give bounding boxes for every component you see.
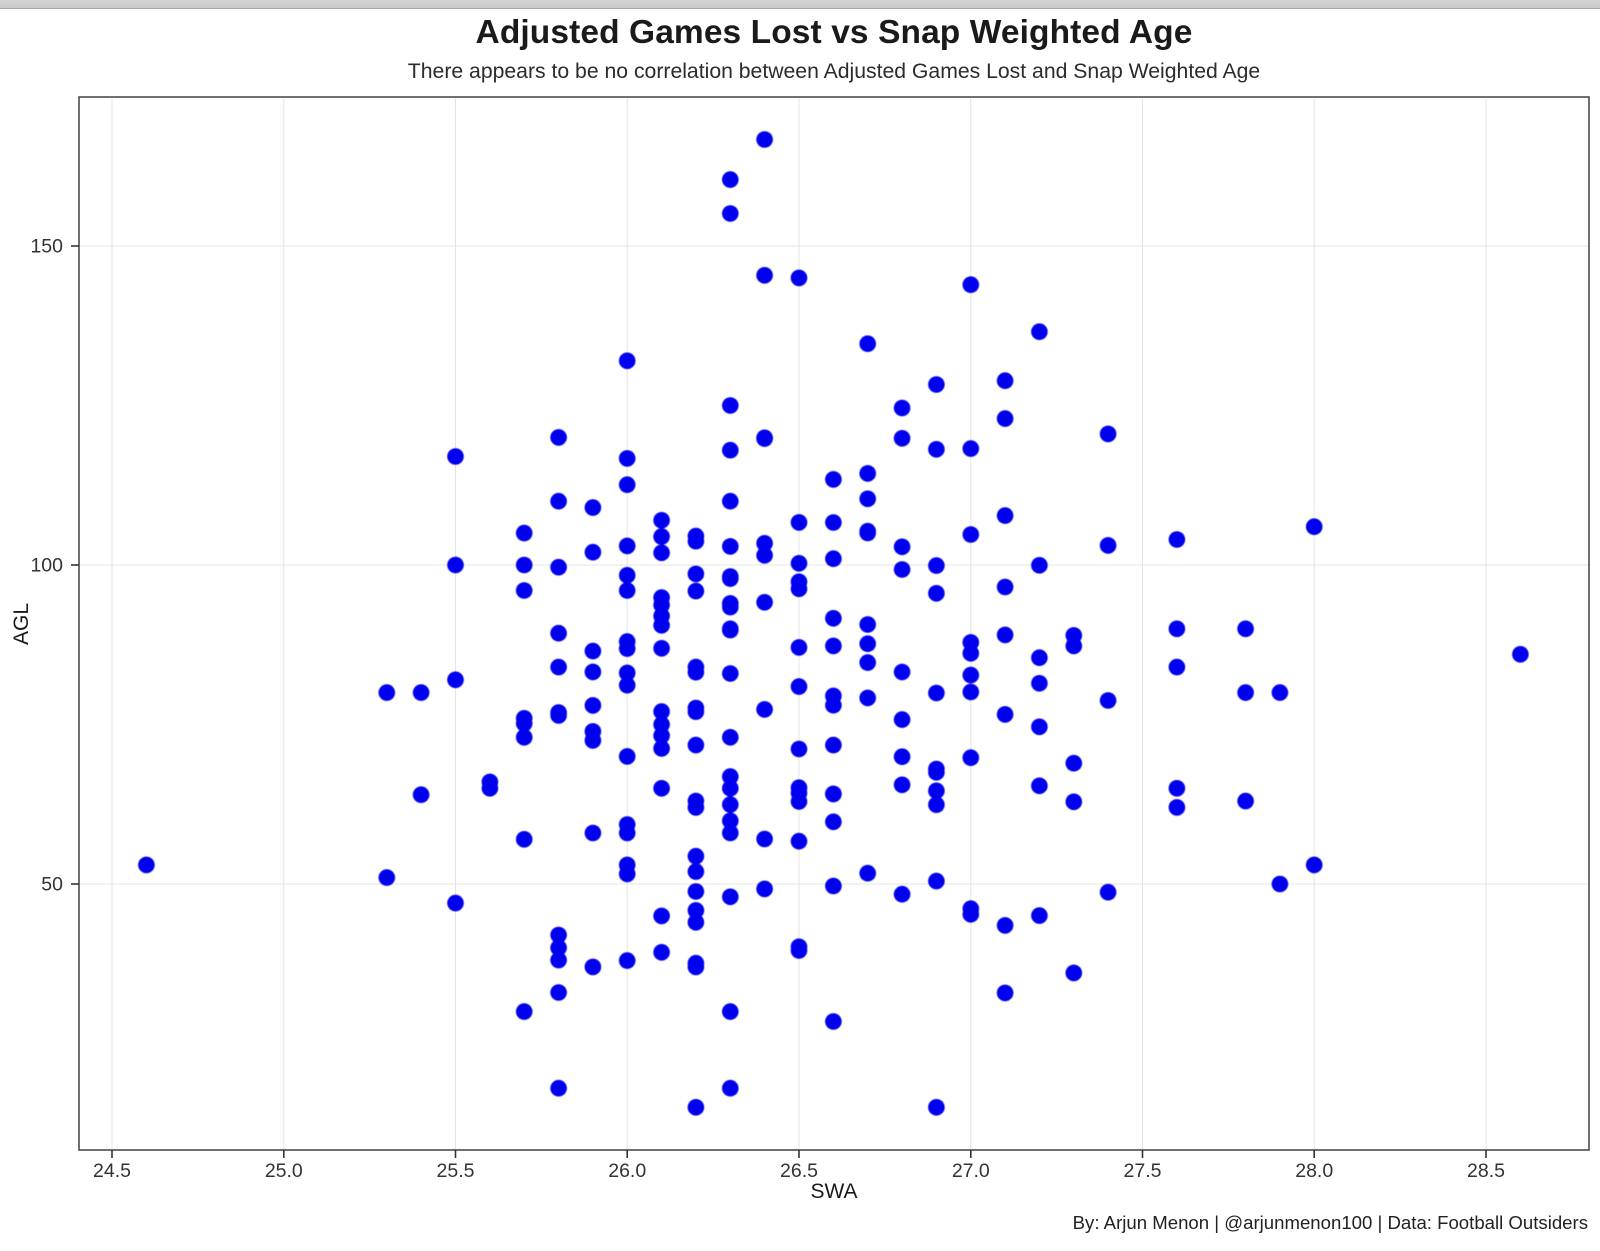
svg-text:28.0: 28.0 bbox=[1295, 1160, 1333, 1182]
svg-text:50: 50 bbox=[41, 874, 63, 896]
svg-text:26.0: 26.0 bbox=[608, 1160, 646, 1182]
svg-text:150: 150 bbox=[30, 236, 63, 258]
svg-text:27.5: 27.5 bbox=[1124, 1160, 1162, 1182]
svg-text:25.0: 25.0 bbox=[265, 1160, 303, 1182]
svg-text:25.5: 25.5 bbox=[437, 1160, 475, 1182]
svg-text:24.5: 24.5 bbox=[93, 1160, 131, 1182]
svg-text:100: 100 bbox=[30, 555, 63, 577]
svg-text:28.5: 28.5 bbox=[1467, 1160, 1505, 1182]
svg-text:27.0: 27.0 bbox=[952, 1160, 990, 1182]
svg-text:26.5: 26.5 bbox=[780, 1160, 818, 1182]
